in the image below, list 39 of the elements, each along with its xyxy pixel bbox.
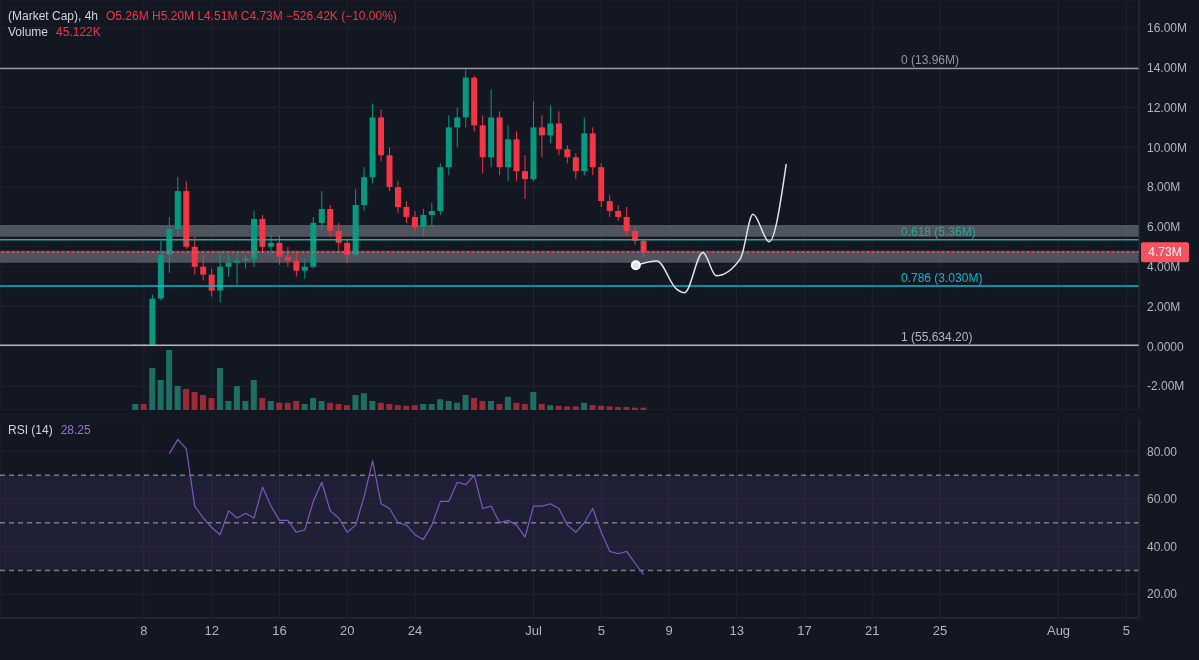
x-tick-label: Jul bbox=[525, 623, 542, 639]
y-tick-label: 10.00M bbox=[1147, 140, 1188, 155]
text: (Market Cap), 4h bbox=[8, 9, 99, 23]
y-tick-label: 80.00 bbox=[1147, 444, 1178, 459]
y-tick-label: 2.00M bbox=[1147, 299, 1181, 314]
x-tick-label: 5 bbox=[597, 623, 605, 639]
text: O5.26M H5.20M L4.51M C4.73M −526.42K (−10.00%) bbox=[106, 9, 397, 23]
ref-line-label: 0.786 (3.030M) bbox=[901, 271, 983, 285]
annotation: 28.25 bbox=[60, 423, 91, 437]
x-tick-label: 8 bbox=[140, 623, 148, 639]
y-tick-label: -2.00M bbox=[1147, 379, 1185, 394]
text: RSI (14) bbox=[8, 423, 53, 437]
x-tick-label: 13 bbox=[729, 623, 744, 639]
annotation: 45.122K bbox=[56, 25, 101, 39]
x-tick-label: 16 bbox=[272, 623, 287, 639]
x-tick-label: 17 bbox=[797, 623, 812, 639]
x-tick-label: 9 bbox=[665, 623, 673, 639]
y-tick-label: 40.00 bbox=[1147, 539, 1178, 554]
x-tick-label: 21 bbox=[865, 623, 880, 639]
y-tick-label: 8.00M bbox=[1147, 180, 1181, 195]
x-tick-label: Aug bbox=[1046, 623, 1071, 639]
y-tick-label: 12.00M bbox=[1147, 100, 1188, 115]
chart-title: Volume bbox=[8, 25, 49, 39]
y-tick-label: 60.00 bbox=[1147, 492, 1178, 507]
ref-line-label: 0.618 (5.36M) bbox=[901, 224, 976, 239]
y-tick-label: 4.00M bbox=[1147, 259, 1181, 274]
y-tick-label: 20.00 bbox=[1147, 587, 1178, 602]
x-tick-label: 25 bbox=[932, 623, 948, 639]
ref-line-label: 4.73M bbox=[1148, 245, 1182, 260]
x-tick-label: 5 bbox=[1122, 623, 1130, 639]
y-tick-label: 6.00M bbox=[1147, 220, 1181, 235]
y-tick-label: 16.00M bbox=[1147, 21, 1188, 36]
y-tick-label: 0.0000 bbox=[1147, 339, 1185, 354]
ref-line-label: 1 (55,634.20) bbox=[901, 330, 973, 345]
x-tick-label: 12 bbox=[204, 623, 219, 639]
x-tick-label: 20 bbox=[339, 623, 355, 639]
x-tick-label: 24 bbox=[407, 623, 423, 639]
y-tick-label: 14.00M bbox=[1147, 60, 1188, 75]
ref-line-label: 0 (13.96M) bbox=[901, 53, 960, 68]
